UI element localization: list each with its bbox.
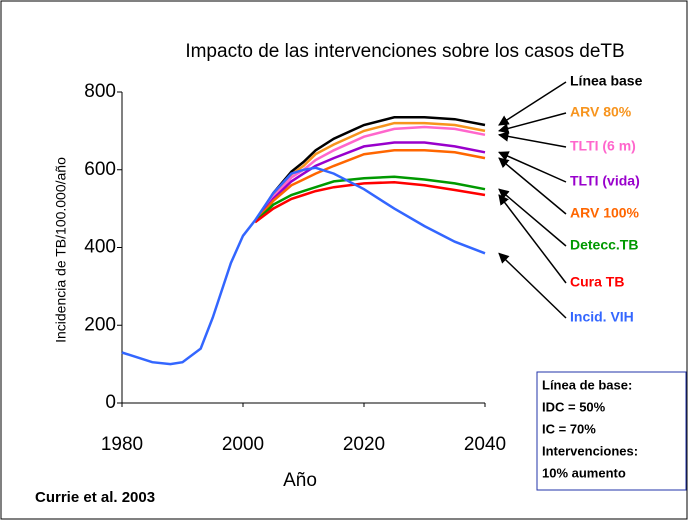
x-tick-label: 2020 xyxy=(343,434,385,455)
series-line xyxy=(254,116,486,223)
y-tick-label: 200 xyxy=(84,314,116,335)
source: Currie et al. 2003 xyxy=(35,489,155,506)
note-line: IC = 70% xyxy=(542,421,596,436)
series-line xyxy=(254,180,486,224)
legend-label: ARV 100% xyxy=(570,205,640,221)
y-tick-label: 600 xyxy=(84,159,116,180)
legend-label: TLTI (6 m) xyxy=(570,138,636,154)
legend-label: Incid. VIH xyxy=(570,309,634,325)
x-tick-label: 2000 xyxy=(222,434,264,455)
legend-arrow xyxy=(498,151,567,183)
series-line xyxy=(121,166,486,366)
note-line: Línea de base: xyxy=(542,377,632,392)
legend-label: ARV 80% xyxy=(570,104,632,120)
legend-arrow xyxy=(498,188,567,247)
note-line: Intervenciones: xyxy=(542,443,638,458)
y-tick-label: 400 xyxy=(84,237,116,258)
legend-arrow xyxy=(498,81,567,126)
y-tick-label: 0 xyxy=(105,392,116,413)
legend-arrow xyxy=(497,131,567,148)
series-line xyxy=(254,149,486,224)
y-axis-label: Incidencia de TB/100.000/año xyxy=(53,157,69,343)
legend-arrow xyxy=(498,252,567,319)
note-box xyxy=(536,371,687,491)
x-axis-label: Año xyxy=(283,470,317,491)
series-line xyxy=(254,125,486,223)
legend-label: TLTI (vida) xyxy=(570,173,640,189)
legend-arrow xyxy=(497,112,567,134)
legend-arrow xyxy=(498,157,567,215)
y-tick-label: 800 xyxy=(84,81,116,102)
note-line: 10% aumento xyxy=(542,465,626,480)
x-tick-label: 1980 xyxy=(101,434,143,455)
note-line: IDC = 50% xyxy=(542,399,606,414)
legend-label: Cura TB xyxy=(570,274,624,290)
series-line xyxy=(254,141,486,223)
x-tick-label: 2040 xyxy=(464,434,506,455)
series-line xyxy=(254,175,486,224)
chart-title: Impacto de las intervenciones sobre los … xyxy=(185,41,624,62)
legend-arrow xyxy=(498,194,567,284)
legend-label: Detecc.TB xyxy=(570,237,638,253)
legend-label: Línea base xyxy=(570,73,643,89)
